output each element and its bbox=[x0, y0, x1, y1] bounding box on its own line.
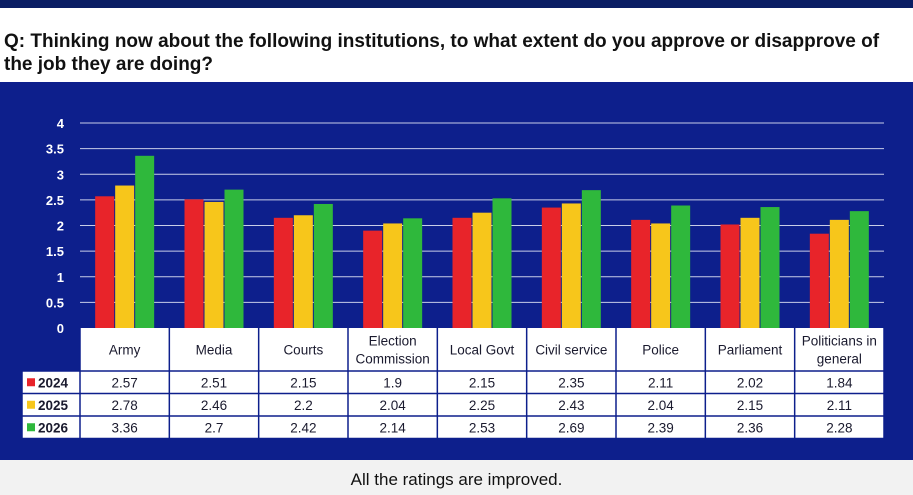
legend-label: 2024 bbox=[38, 375, 69, 390]
table-header-label: Police bbox=[642, 343, 679, 358]
data-label: 2.11 bbox=[648, 375, 673, 390]
table-header-bg bbox=[80, 328, 884, 371]
bar bbox=[541, 207, 561, 328]
bar bbox=[363, 230, 383, 328]
question-text: Q: Thinking now about the following inst… bbox=[4, 31, 880, 75]
data-label: 2.2 bbox=[294, 398, 313, 413]
bar bbox=[849, 211, 869, 328]
bar bbox=[184, 199, 204, 328]
data-label: 2.39 bbox=[648, 420, 674, 435]
bar bbox=[273, 217, 293, 328]
y-tick-label: 2 bbox=[57, 219, 64, 234]
data-label: 2.25 bbox=[469, 398, 495, 413]
bar bbox=[740, 217, 760, 328]
bar bbox=[383, 223, 403, 328]
data-label: 2.46 bbox=[201, 398, 227, 413]
question-box: Q: Thinking now about the following inst… bbox=[0, 8, 913, 82]
bar bbox=[671, 205, 691, 328]
data-label: 2.53 bbox=[469, 420, 495, 435]
data-label: 2.78 bbox=[112, 398, 138, 413]
bar bbox=[829, 219, 849, 328]
y-tick-label: 0 bbox=[57, 321, 64, 336]
bar bbox=[472, 212, 492, 328]
table-header-label: Election bbox=[369, 334, 417, 349]
data-label: 2.04 bbox=[648, 398, 675, 413]
table-header-label: Politicians in bbox=[802, 334, 877, 349]
data-label: 2.36 bbox=[737, 420, 763, 435]
bar bbox=[135, 155, 155, 328]
table-header-label: Army bbox=[109, 343, 141, 358]
caption: All the ratings are improved. bbox=[350, 470, 563, 489]
table-header-label: Civil service bbox=[535, 343, 607, 358]
table-header-label: Commission bbox=[356, 352, 430, 367]
table-header-label: Parliament bbox=[718, 343, 783, 358]
data-label: 2.11 bbox=[827, 398, 852, 413]
y-tick-label: 3 bbox=[57, 167, 64, 182]
bar bbox=[115, 185, 135, 328]
y-tick-label: 3.5 bbox=[46, 142, 64, 157]
bar bbox=[760, 207, 780, 328]
data-label: 2.28 bbox=[826, 420, 852, 435]
data-label: 2.57 bbox=[112, 375, 138, 390]
data-label: 2.02 bbox=[737, 375, 763, 390]
data-label: 2.51 bbox=[201, 375, 227, 390]
table-header-label: Media bbox=[196, 343, 233, 358]
data-label: 2.15 bbox=[737, 398, 763, 413]
y-tick-label: 2.5 bbox=[46, 193, 64, 208]
data-label: 2.15 bbox=[469, 375, 495, 390]
table-header-label: Local Govt bbox=[450, 343, 515, 358]
bar bbox=[720, 224, 740, 328]
top-strip bbox=[0, 0, 913, 8]
data-label: 2.42 bbox=[290, 420, 316, 435]
legend-label: 2026 bbox=[38, 420, 69, 435]
bar bbox=[313, 203, 333, 328]
bar bbox=[204, 201, 224, 328]
table-body-bg bbox=[22, 371, 884, 439]
data-label: 1.9 bbox=[383, 375, 402, 390]
data-label: 2.43 bbox=[558, 398, 584, 413]
data-label: 2.35 bbox=[558, 375, 584, 390]
data-label: 2.69 bbox=[558, 420, 584, 435]
data-label: 2.04 bbox=[380, 398, 407, 413]
data-label: 2.15 bbox=[290, 375, 316, 390]
bar bbox=[631, 219, 651, 328]
table-header-label: Courts bbox=[283, 343, 323, 358]
bar bbox=[95, 196, 115, 328]
data-label: 1.84 bbox=[826, 375, 853, 390]
y-tick-label: 4 bbox=[57, 116, 65, 131]
bar bbox=[224, 189, 244, 328]
data-label: 2.7 bbox=[205, 420, 224, 435]
legend-swatch bbox=[27, 423, 35, 432]
legend-label: 2025 bbox=[38, 398, 69, 413]
legend-swatch bbox=[27, 378, 35, 387]
legend-swatch bbox=[27, 400, 35, 409]
y-tick-label: 1 bbox=[57, 270, 64, 285]
bar bbox=[561, 203, 581, 328]
bar bbox=[809, 233, 829, 328]
bar bbox=[492, 198, 512, 328]
y-tick-label: 1.5 bbox=[46, 244, 64, 259]
bar bbox=[452, 217, 472, 328]
bar bbox=[403, 218, 423, 328]
data-label: 2.14 bbox=[380, 420, 407, 435]
table-header-label: general bbox=[817, 352, 862, 367]
bar bbox=[581, 190, 601, 328]
bar bbox=[293, 215, 313, 328]
bar bbox=[651, 223, 671, 328]
y-tick-label: 0.5 bbox=[46, 295, 64, 310]
data-label: 3.36 bbox=[112, 420, 138, 435]
